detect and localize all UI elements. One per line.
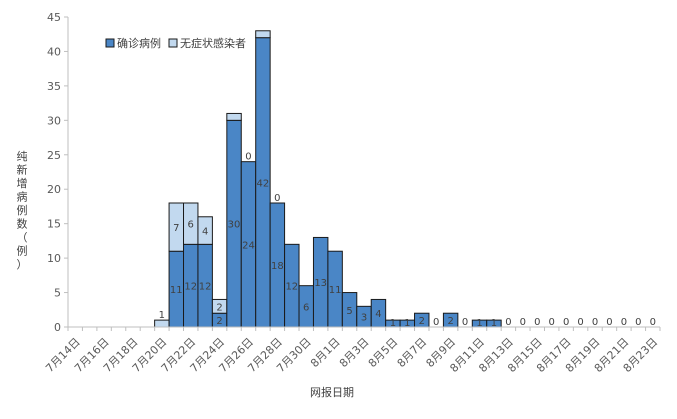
legend-swatch-asymptomatic bbox=[168, 38, 178, 48]
data-label: 3 bbox=[361, 313, 367, 324]
data-label: 7 bbox=[173, 223, 179, 234]
data-label: 2 bbox=[447, 316, 453, 327]
y-tick-label: 25 bbox=[47, 149, 61, 162]
data-label: 0 bbox=[577, 317, 583, 328]
data-label: 4 bbox=[202, 227, 208, 238]
data-label: 0 bbox=[245, 152, 251, 163]
data-label: 2 bbox=[419, 316, 425, 327]
y-tick-label: 40 bbox=[47, 45, 61, 58]
x-tick-label: 8月5日 bbox=[366, 335, 401, 370]
y-tick-label: 20 bbox=[47, 183, 61, 196]
data-label: 11 bbox=[170, 285, 183, 296]
bar-asymptomatic bbox=[154, 319, 170, 328]
legend: 确诊病例 无症状感染者 bbox=[105, 36, 246, 50]
data-label: 6 bbox=[303, 302, 309, 313]
bar-asymptomatic bbox=[197, 216, 213, 245]
bar-asymptomatic bbox=[255, 30, 271, 39]
y-tick-label: 30 bbox=[47, 114, 61, 127]
data-label: 0 bbox=[606, 317, 612, 328]
data-label: 0 bbox=[563, 317, 569, 328]
y-axis-title-char: ） bbox=[17, 258, 28, 271]
legend-label-confirmed: 确诊病例 bbox=[117, 36, 161, 50]
y-axis-title-char: 新 bbox=[17, 163, 28, 177]
y-axis-title-char: 数 bbox=[17, 218, 28, 231]
legend-label-asymptomatic: 无症状感染者 bbox=[180, 36, 246, 50]
y-tick-label: 0 bbox=[54, 321, 61, 334]
y-axis-title-char: 病 bbox=[17, 190, 28, 204]
data-label: 13 bbox=[314, 278, 327, 289]
data-label: 2 bbox=[216, 316, 222, 327]
data-label: 18 bbox=[271, 261, 284, 272]
x-axis-title: 网报日期 bbox=[310, 385, 354, 399]
legend-swatch-confirmed bbox=[105, 38, 115, 48]
x-tick-label: 8月3日 bbox=[337, 335, 372, 370]
x-tick-label: 8月7日 bbox=[395, 335, 430, 370]
y-axis-title-char: 纯 bbox=[17, 150, 28, 163]
y-axis-title-char: 例 bbox=[17, 244, 28, 258]
data-label: 5 bbox=[346, 306, 352, 317]
data-label: 0 bbox=[505, 317, 511, 328]
bars-group bbox=[154, 30, 502, 328]
data-label: 11 bbox=[329, 285, 342, 296]
data-label: 4 bbox=[375, 309, 381, 320]
data-label: 30 bbox=[228, 220, 241, 231]
data-label: 0 bbox=[433, 317, 439, 328]
bar-asymptomatic bbox=[226, 112, 242, 121]
data-label: 12 bbox=[184, 282, 197, 293]
y-axis-title: 纯新增病例数（例） bbox=[17, 150, 28, 271]
y-axis-title-char: 增 bbox=[17, 176, 28, 190]
data-label: 0 bbox=[549, 317, 555, 328]
data-label: 1 bbox=[404, 318, 410, 329]
y-tick-label: 5 bbox=[54, 287, 61, 300]
data-label: 0 bbox=[534, 317, 540, 328]
x-tick-label: 8月1日 bbox=[308, 335, 343, 370]
data-label: 1 bbox=[159, 310, 165, 321]
data-label: 0 bbox=[650, 317, 656, 328]
y-tick-label: 45 bbox=[47, 11, 61, 24]
data-label: 0 bbox=[592, 317, 598, 328]
data-label: 1 bbox=[476, 318, 482, 329]
data-label: 12 bbox=[285, 282, 298, 293]
y-tick-label: 35 bbox=[47, 80, 61, 93]
data-label: 0 bbox=[462, 317, 468, 328]
data-label: 42 bbox=[257, 178, 270, 189]
data-label: 0 bbox=[520, 317, 526, 328]
data-label: 24 bbox=[242, 240, 255, 251]
data-label: 0 bbox=[621, 317, 627, 328]
data-label: 2 bbox=[216, 302, 222, 313]
data-label: 0 bbox=[635, 317, 641, 328]
data-label: 1 bbox=[491, 318, 497, 329]
data-label: 12 bbox=[199, 282, 212, 293]
data-label: 6 bbox=[188, 220, 194, 231]
y-axis-title-char: （ bbox=[17, 231, 28, 244]
y-tick-label: 10 bbox=[47, 252, 61, 265]
y-tick-label: 15 bbox=[47, 218, 61, 231]
y-axis-title-char: 例 bbox=[17, 203, 28, 217]
data-label: 1 bbox=[390, 318, 396, 329]
data-label: 0 bbox=[274, 193, 280, 204]
